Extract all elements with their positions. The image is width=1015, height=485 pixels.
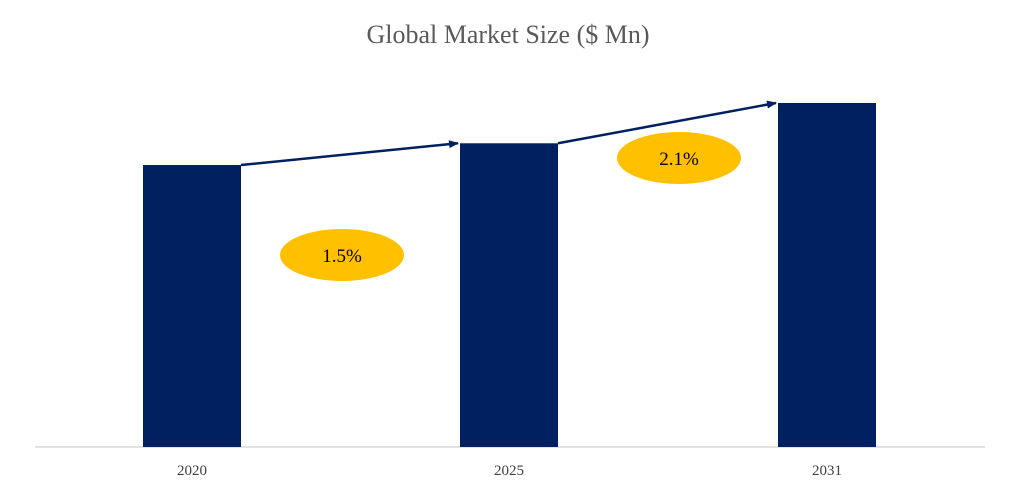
bar-2025 <box>460 143 558 447</box>
x-tick-label: 2025 <box>494 463 524 479</box>
cagr-label: 2.1% <box>659 149 699 170</box>
chart-title: Global Market Size ($ Mn) <box>366 20 649 49</box>
cagr-badge <box>617 132 741 184</box>
bar-2031 <box>778 102 876 448</box>
x-tick-label: 2031 <box>812 463 842 479</box>
growth-arrow <box>557 100 777 145</box>
x-tick-label: 2020 <box>177 463 207 479</box>
cagr-label: 1.5% <box>322 246 362 267</box>
cagr-badge <box>280 229 404 281</box>
growth-arrow <box>240 140 459 167</box>
bar-2020 <box>143 165 241 447</box>
